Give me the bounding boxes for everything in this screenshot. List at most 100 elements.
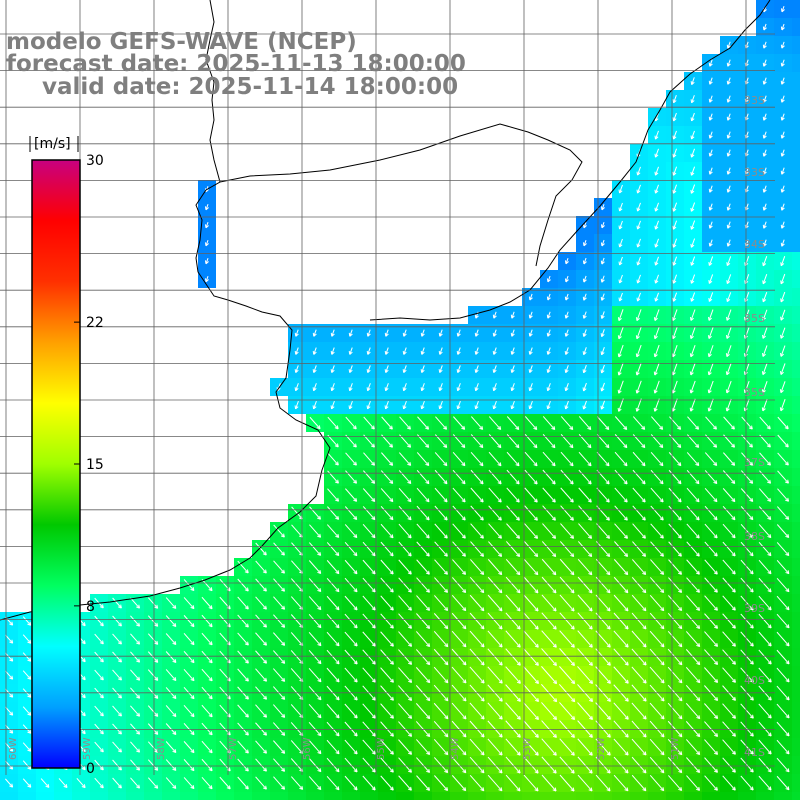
wind-arrow — [635, 327, 642, 340]
wind-arrow — [761, 381, 768, 394]
wind-arrow — [726, 149, 731, 157]
wind-arrow — [384, 329, 389, 337]
wind-arrow — [294, 365, 299, 373]
wind-arrow — [560, 469, 574, 485]
wind-cell — [702, 792, 720, 800]
lon-label: 55W — [376, 737, 387, 760]
wind-cell — [792, 360, 800, 378]
wind-arrow — [726, 203, 731, 211]
wind-arrow — [726, 113, 731, 121]
wind-arrow — [330, 383, 335, 392]
wind-arrow — [762, 203, 767, 211]
wind-arrow — [654, 148, 660, 158]
wind-arrow — [707, 362, 714, 376]
wind-arrow — [762, 309, 768, 321]
wind-arrow — [596, 416, 610, 430]
wind-arrow — [600, 311, 605, 319]
wind-arrow — [708, 59, 713, 67]
wind-arrow — [596, 469, 610, 485]
wind-arrow — [708, 221, 713, 229]
wind-arrow — [510, 383, 515, 392]
wind-arrow — [506, 451, 520, 467]
wind-arrow — [546, 329, 551, 337]
wind-arrow — [542, 451, 556, 467]
wind-arrow — [689, 398, 696, 412]
wind-arrow — [420, 347, 425, 355]
wind-arrow — [726, 77, 731, 85]
wind-cell — [612, 792, 630, 800]
wind-arrow — [582, 382, 587, 392]
wind-cell — [792, 396, 800, 414]
wind-arrow — [636, 166, 641, 176]
wind-arrow — [671, 344, 678, 358]
wind-arrow — [492, 383, 497, 392]
wind-arrow — [474, 400, 479, 410]
wind-arrow — [762, 239, 767, 247]
wind-arrow — [398, 452, 412, 466]
wind-arrow — [726, 41, 731, 49]
wind-arrow — [635, 362, 642, 376]
wind-arrow — [780, 77, 785, 85]
wind-arrow — [708, 292, 714, 302]
wind-arrow — [582, 257, 587, 265]
wind-arrow — [618, 274, 623, 284]
wind-arrow — [723, 452, 736, 466]
wind-arrow — [654, 202, 660, 212]
wind-arrow — [363, 470, 376, 484]
wind-arrow — [488, 469, 502, 485]
wind-arrow — [705, 416, 717, 430]
wind-arrow — [582, 293, 587, 301]
wind-arrow — [708, 167, 713, 175]
wind-arrow — [600, 221, 605, 229]
wind-arrow — [348, 400, 353, 410]
wind-cell — [792, 666, 800, 684]
wind-cell — [792, 414, 800, 432]
wind-arrow — [650, 416, 664, 430]
wind-arrow — [762, 273, 768, 285]
wind-arrow — [312, 347, 317, 355]
wind-arrow — [582, 400, 587, 410]
wind-arrow — [708, 77, 713, 85]
wind-arrow — [708, 95, 713, 103]
wind-arrow — [617, 380, 624, 394]
wind-cell — [792, 522, 800, 540]
wind-arrow — [780, 291, 786, 303]
wind-arrow — [600, 275, 605, 283]
wind-arrow — [617, 309, 624, 322]
wind-arrow — [542, 416, 556, 431]
wind-cell — [792, 72, 800, 90]
wind-arrow — [672, 166, 678, 176]
wind-cell — [792, 684, 800, 702]
wind-arrow — [524, 469, 538, 485]
wind-arrow — [402, 383, 407, 392]
wind-cell — [792, 36, 800, 54]
wind-cell — [792, 774, 800, 792]
wind-arrow — [327, 452, 339, 466]
wind-cell — [414, 792, 432, 800]
wind-arrow — [381, 452, 394, 466]
wind-arrow — [380, 470, 394, 484]
wind-arrow — [635, 398, 642, 412]
wind-arrow — [312, 329, 317, 337]
wind-arrow — [761, 363, 768, 376]
wind-arrow — [564, 365, 569, 374]
wind-arrow — [726, 59, 731, 67]
wind-cell — [792, 90, 800, 108]
wind-cell — [792, 252, 800, 270]
wind-arrow — [780, 23, 785, 31]
wind-arrow — [600, 364, 605, 374]
wind-arrow — [618, 184, 623, 194]
lat-label: 39S — [744, 602, 765, 615]
lon-label: 57W — [228, 737, 239, 760]
wind-arrow — [416, 452, 430, 466]
wind-arrow — [528, 329, 533, 337]
wind-cell — [792, 432, 800, 450]
wind-arrow — [668, 452, 682, 467]
wind-arrow — [564, 293, 569, 301]
wind-arrow — [506, 416, 520, 430]
wind-arrow — [294, 329, 299, 337]
wind-cell — [36, 792, 54, 800]
wind-arrow — [780, 59, 785, 67]
wind-arrow — [762, 327, 768, 339]
